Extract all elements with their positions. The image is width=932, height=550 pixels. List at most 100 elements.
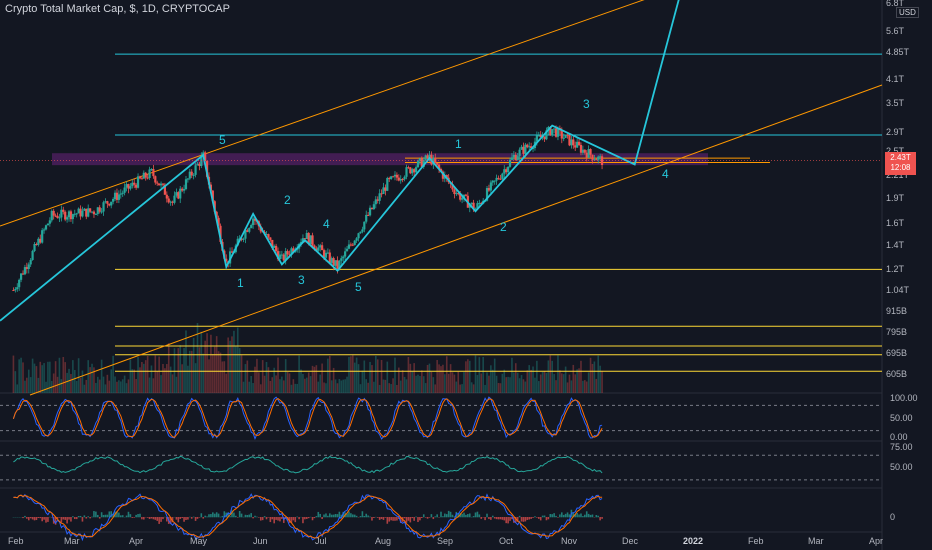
candle-body	[334, 260, 337, 266]
macd-histogram-bar	[543, 515, 546, 518]
volume-bar	[179, 345, 182, 393]
macd-histogram-bar	[559, 514, 561, 518]
volume-bar	[421, 370, 423, 393]
candle-body	[246, 230, 249, 232]
volume-bar	[436, 359, 438, 393]
candle-body	[587, 149, 590, 158]
macd-histogram-bar	[537, 517, 540, 519]
volume-bar	[302, 373, 304, 393]
candle-body	[508, 159, 512, 167]
macd-histogram-bar	[332, 514, 335, 518]
volume-bar	[419, 375, 421, 393]
macd-histogram-bar	[520, 517, 523, 522]
volume-bar	[37, 377, 40, 393]
candle-body	[485, 188, 489, 201]
macd-histogram-bar	[511, 517, 513, 520]
candle-body	[478, 202, 481, 204]
candle-body	[566, 134, 569, 136]
macd-histogram-bar	[491, 515, 494, 518]
candle-body	[420, 158, 423, 167]
candle-body	[56, 215, 59, 218]
macd-histogram-bar	[125, 515, 128, 518]
macd-histogram-bar	[551, 514, 554, 518]
candle-body	[21, 273, 25, 275]
time-label: Mar	[64, 536, 80, 546]
macd-histogram-bar	[465, 514, 467, 518]
volume-bar	[323, 382, 325, 393]
candle-body	[501, 173, 504, 179]
volume-bar	[129, 359, 132, 393]
volume-bar	[286, 372, 289, 393]
macd-histogram-bar	[47, 517, 49, 522]
volume-bar	[486, 372, 488, 393]
macd-histogram-bar	[129, 514, 132, 518]
wave-label: 5	[355, 280, 362, 294]
candle-body	[562, 137, 565, 139]
volume-bar	[490, 365, 492, 393]
volume-bar	[545, 373, 548, 393]
volume-bar	[244, 364, 247, 393]
volume-bar	[449, 364, 452, 393]
wave-label: 2	[284, 193, 291, 207]
volume-bar	[225, 373, 228, 393]
candle-body	[177, 192, 180, 199]
macd-histogram-bar	[116, 511, 118, 518]
volume-bar	[137, 356, 139, 393]
volume-bar	[413, 363, 415, 393]
macd-histogram-bar	[476, 511, 479, 518]
candle-body	[384, 187, 387, 191]
macd-axis-label: 0	[890, 512, 896, 522]
candle-body	[230, 251, 234, 253]
candle-body	[401, 178, 404, 180]
volume-bar	[422, 376, 425, 393]
candle-body	[510, 157, 514, 160]
volume-bar	[119, 381, 122, 393]
candle-body	[395, 174, 398, 178]
price-label: 1.6T	[886, 218, 905, 228]
macd-histogram-bar	[405, 517, 408, 523]
macd-histogram-bar	[350, 513, 352, 518]
macd-histogram-bar	[541, 515, 544, 518]
candle-body	[198, 163, 201, 166]
candle-body	[305, 232, 308, 240]
volume-bar	[290, 384, 293, 393]
macd-histogram-bar	[185, 517, 187, 520]
candle-body	[476, 203, 479, 209]
volume-bar	[388, 383, 391, 393]
candle-body	[593, 159, 596, 161]
macd-histogram-bar	[461, 513, 463, 518]
volume-bar	[553, 374, 555, 393]
candle-body	[380, 193, 383, 195]
candle-body	[66, 217, 69, 220]
volume-bar	[465, 361, 467, 393]
volume-bar	[442, 364, 444, 393]
volume-bar	[284, 359, 287, 393]
candle-body	[182, 188, 186, 191]
volume-bar	[405, 379, 408, 393]
volume-bar	[532, 366, 534, 393]
macd-histogram-bar	[432, 517, 435, 520]
volume-bar	[185, 330, 187, 393]
volume-bar	[281, 376, 283, 393]
candle-body	[462, 194, 466, 199]
candle-body	[190, 171, 193, 176]
macd-histogram-bar	[384, 517, 387, 518]
last-price-tag: 2.43T 12:08	[885, 152, 916, 175]
macd-histogram-bar	[328, 513, 331, 518]
macd-histogram-bar	[340, 514, 343, 518]
macd-histogram-bar	[411, 517, 414, 519]
macd-histogram-bar	[39, 517, 42, 519]
volume-bar	[131, 369, 134, 393]
macd-histogram-bar	[480, 517, 483, 519]
volume-bar	[133, 369, 136, 393]
currency-badge[interactable]: USD	[896, 7, 919, 18]
rsi-axis-label: 75.00	[890, 442, 913, 452]
candle-body	[276, 251, 280, 260]
candle-body	[497, 177, 500, 179]
candle-body	[441, 171, 445, 179]
last-price: 2.43T	[890, 153, 911, 162]
candle-body	[503, 169, 506, 174]
macd-histogram-bar	[240, 513, 243, 518]
candle-body	[321, 245, 324, 251]
